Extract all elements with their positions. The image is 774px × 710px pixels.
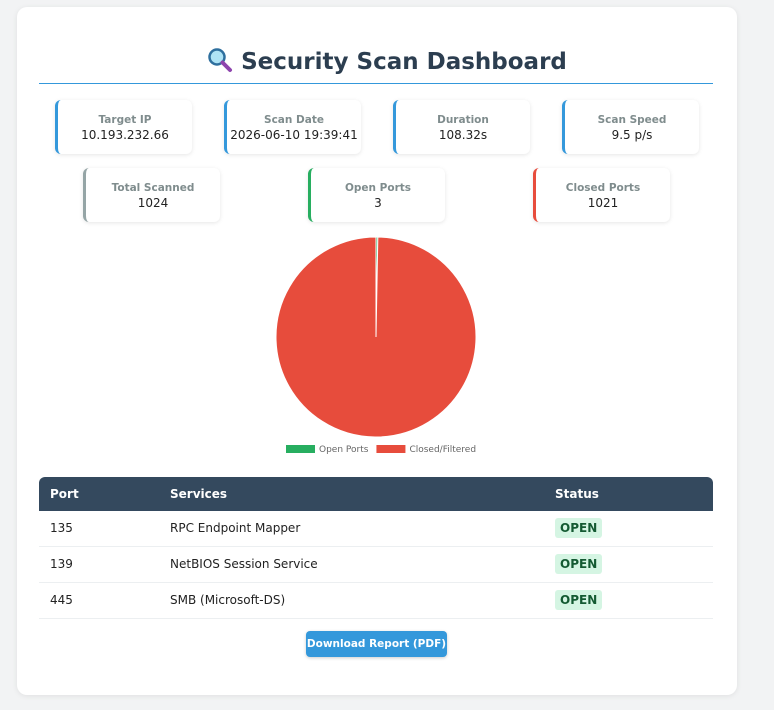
stat-card: Duration 108.32s xyxy=(393,100,530,154)
table-cell: 445 xyxy=(50,583,73,617)
table-row: 445 SMB (Microsoft-DS) OPEN xyxy=(39,583,713,619)
cell-text: 135 xyxy=(50,521,73,535)
table-cell: 139 xyxy=(50,547,73,581)
table-cell: OPEN xyxy=(555,511,603,545)
stat-value: 10.193.232.66 xyxy=(81,128,169,142)
stat-card: Target IP 10.193.232.66 xyxy=(55,100,192,154)
header-cell: Services xyxy=(170,487,228,501)
header-cell: Status xyxy=(555,487,599,501)
status-badge: OPEN xyxy=(555,518,603,538)
cell-text: NetBIOS Session Service xyxy=(170,557,318,571)
stat-value: 108.32s xyxy=(438,128,488,142)
cell-text: 445 xyxy=(50,593,73,607)
table-cell: 135 xyxy=(50,511,73,545)
stat-value: 1024 xyxy=(137,196,169,210)
table-cell: RPC Endpoint Mapper xyxy=(170,511,300,545)
legend-swatch xyxy=(376,445,406,453)
pie-slice xyxy=(275,236,477,438)
page-title: Security Scan Dashboard xyxy=(241,49,567,75)
ports-table: Port Services Status 135 RPC Endpoint Mapper… xyxy=(39,477,713,619)
legend-swatch xyxy=(286,445,315,453)
status-badge: OPEN xyxy=(555,590,603,610)
table-cell: NetBIOS Session Service xyxy=(170,547,318,581)
table-cell: SMB (Microsoft-DS) xyxy=(170,583,285,617)
table-row: 135 RPC Endpoint Mapper OPEN xyxy=(39,511,713,547)
legend-label: Closed/Filtered xyxy=(409,445,476,455)
stat-card: Scan Date 2026-06-10 19:39:41 xyxy=(224,100,361,154)
stat-card: Scan Speed 9.5 p/s xyxy=(562,100,699,154)
stat-card: Total Scanned 1024 xyxy=(83,168,220,222)
cell-text: 139 xyxy=(50,557,73,571)
cell-text: SMB (Microsoft-DS) xyxy=(170,593,286,607)
stat-card: Open Ports 3 xyxy=(308,168,445,222)
stat-label: Total Scanned xyxy=(111,182,195,194)
stat-label: Closed Ports xyxy=(565,182,641,194)
stat-value: 2026-06-10 19:39:41 xyxy=(230,128,358,142)
stat-value: 1021 xyxy=(587,196,619,210)
download-button[interactable]: Download Report (PDF) xyxy=(306,631,447,657)
cell-text: RPC Endpoint Mapper xyxy=(170,521,301,535)
search-icon xyxy=(208,48,233,72)
table-row: 139 NetBIOS Session Service OPEN xyxy=(39,547,713,583)
title-row: Security Scan Dashboard xyxy=(0,45,774,79)
table-cell: OPEN xyxy=(555,547,603,581)
header-cell: Port xyxy=(50,487,79,501)
stat-label: Duration xyxy=(437,114,489,126)
table-cell: OPEN xyxy=(555,583,603,617)
stat-value: 3 xyxy=(374,196,382,210)
legend-label: Open Ports xyxy=(319,445,369,455)
stat-value: 9.5 p/s xyxy=(611,128,653,142)
title-rule xyxy=(39,83,713,84)
table-header: Port Services Status xyxy=(39,477,713,511)
stat-label: Target IP xyxy=(98,114,152,126)
status-badge: OPEN xyxy=(555,554,603,574)
stat-card: Closed Ports 1021 xyxy=(533,168,670,222)
stat-label: Scan Date xyxy=(264,114,324,126)
stat-label: Open Ports xyxy=(344,182,412,194)
stat-label: Scan Speed xyxy=(597,114,667,126)
